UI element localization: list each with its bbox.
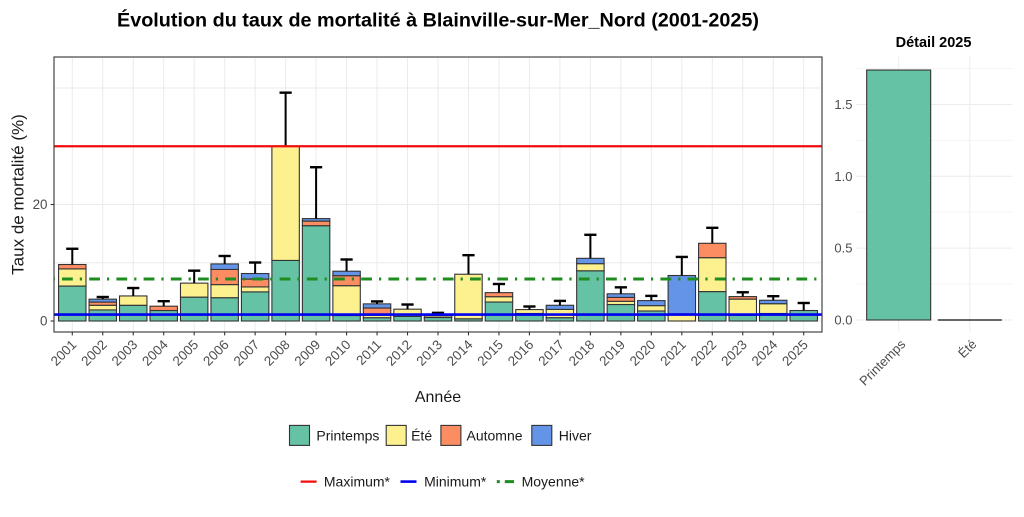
svg-text:Hiver: Hiver <box>559 427 592 443</box>
svg-text:20: 20 <box>33 197 48 212</box>
svg-text:Été: Été <box>411 427 432 443</box>
svg-text:Évolution du taux de mortalité: Évolution du taux de mortalité à Blainvi… <box>117 9 759 32</box>
svg-text:0.5: 0.5 <box>834 241 852 256</box>
svg-text:Printemps: Printemps <box>316 427 379 443</box>
svg-text:1.0: 1.0 <box>834 169 852 184</box>
svg-text:0.0: 0.0 <box>834 313 852 328</box>
svg-text:Moyenne*: Moyenne* <box>522 474 586 490</box>
svg-text:Automne: Automne <box>467 427 523 443</box>
svg-text:Année: Année <box>415 389 461 406</box>
svg-text:Taux de mortalité (%): Taux de mortalité (%) <box>9 114 28 275</box>
svg-text:Minimum*: Minimum* <box>424 474 487 490</box>
svg-text:1.5: 1.5 <box>834 97 852 112</box>
svg-text:Détail 2025: Détail 2025 <box>896 35 972 51</box>
svg-text:Maximum*: Maximum* <box>324 474 391 490</box>
svg-text:0: 0 <box>40 314 47 329</box>
